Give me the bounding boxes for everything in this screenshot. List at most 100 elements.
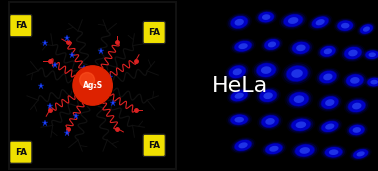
Ellipse shape <box>296 121 306 128</box>
Ellipse shape <box>366 50 378 59</box>
Ellipse shape <box>325 147 342 157</box>
Ellipse shape <box>340 44 366 62</box>
Ellipse shape <box>321 96 338 109</box>
Ellipse shape <box>288 17 298 24</box>
Ellipse shape <box>364 76 378 89</box>
Ellipse shape <box>225 62 250 81</box>
Ellipse shape <box>239 142 248 148</box>
Ellipse shape <box>294 144 315 157</box>
Ellipse shape <box>252 60 280 81</box>
Ellipse shape <box>259 114 281 129</box>
Ellipse shape <box>284 63 311 84</box>
FancyBboxPatch shape <box>10 141 32 163</box>
Ellipse shape <box>233 68 242 75</box>
Ellipse shape <box>258 11 274 23</box>
Ellipse shape <box>294 95 304 103</box>
Ellipse shape <box>325 99 335 106</box>
Ellipse shape <box>316 19 325 25</box>
Ellipse shape <box>350 77 359 84</box>
Ellipse shape <box>228 65 246 79</box>
Ellipse shape <box>357 22 376 36</box>
Ellipse shape <box>290 40 312 56</box>
Ellipse shape <box>352 103 361 109</box>
Ellipse shape <box>259 89 277 102</box>
Ellipse shape <box>259 12 274 22</box>
Ellipse shape <box>229 65 246 78</box>
Ellipse shape <box>344 73 366 88</box>
Ellipse shape <box>310 15 331 30</box>
Ellipse shape <box>319 95 341 111</box>
Ellipse shape <box>341 23 350 29</box>
Ellipse shape <box>365 50 378 60</box>
Ellipse shape <box>345 122 368 138</box>
Ellipse shape <box>296 45 306 51</box>
Ellipse shape <box>230 90 248 102</box>
Ellipse shape <box>285 65 308 82</box>
Ellipse shape <box>369 52 376 57</box>
Ellipse shape <box>315 68 341 86</box>
Ellipse shape <box>261 141 287 157</box>
Ellipse shape <box>262 37 282 51</box>
Ellipse shape <box>263 142 285 156</box>
Ellipse shape <box>325 123 335 130</box>
Ellipse shape <box>230 15 248 29</box>
Ellipse shape <box>366 76 378 88</box>
Ellipse shape <box>234 41 252 51</box>
Ellipse shape <box>263 92 273 99</box>
Ellipse shape <box>228 89 250 103</box>
Ellipse shape <box>262 14 270 20</box>
Ellipse shape <box>235 140 251 151</box>
Ellipse shape <box>351 148 370 160</box>
Ellipse shape <box>287 90 311 108</box>
Ellipse shape <box>230 114 249 125</box>
Ellipse shape <box>349 124 365 136</box>
Ellipse shape <box>360 24 373 34</box>
Ellipse shape <box>319 119 341 134</box>
Ellipse shape <box>260 90 277 102</box>
Ellipse shape <box>324 48 332 54</box>
Ellipse shape <box>350 147 372 161</box>
Ellipse shape <box>358 23 375 35</box>
Ellipse shape <box>268 42 276 47</box>
Ellipse shape <box>228 113 251 126</box>
Ellipse shape <box>324 147 343 158</box>
Ellipse shape <box>319 70 337 84</box>
Ellipse shape <box>265 39 279 50</box>
Ellipse shape <box>362 48 378 61</box>
Ellipse shape <box>367 77 378 87</box>
FancyBboxPatch shape <box>143 134 165 156</box>
Ellipse shape <box>348 50 358 56</box>
Ellipse shape <box>317 118 342 135</box>
Ellipse shape <box>239 43 248 49</box>
Text: Ag₂S: Ag₂S <box>82 81 103 90</box>
Ellipse shape <box>288 117 313 133</box>
Ellipse shape <box>317 69 339 85</box>
Ellipse shape <box>335 19 355 32</box>
Ellipse shape <box>231 115 248 125</box>
Ellipse shape <box>342 71 368 89</box>
Ellipse shape <box>232 39 254 53</box>
Ellipse shape <box>353 127 361 133</box>
Ellipse shape <box>347 123 367 137</box>
Ellipse shape <box>290 92 308 106</box>
Ellipse shape <box>299 147 310 154</box>
Ellipse shape <box>308 14 333 31</box>
Ellipse shape <box>337 20 354 31</box>
Ellipse shape <box>287 116 315 134</box>
Ellipse shape <box>317 93 342 112</box>
Ellipse shape <box>255 9 278 25</box>
Ellipse shape <box>290 141 319 160</box>
Ellipse shape <box>322 146 345 159</box>
Ellipse shape <box>321 144 347 160</box>
Ellipse shape <box>256 63 277 78</box>
Ellipse shape <box>292 42 310 54</box>
Ellipse shape <box>319 71 336 83</box>
Ellipse shape <box>356 151 365 156</box>
Ellipse shape <box>291 119 310 131</box>
Circle shape <box>80 73 94 88</box>
Ellipse shape <box>234 19 244 26</box>
Ellipse shape <box>257 88 279 104</box>
Ellipse shape <box>232 138 254 153</box>
Ellipse shape <box>281 62 313 85</box>
Ellipse shape <box>256 10 276 24</box>
